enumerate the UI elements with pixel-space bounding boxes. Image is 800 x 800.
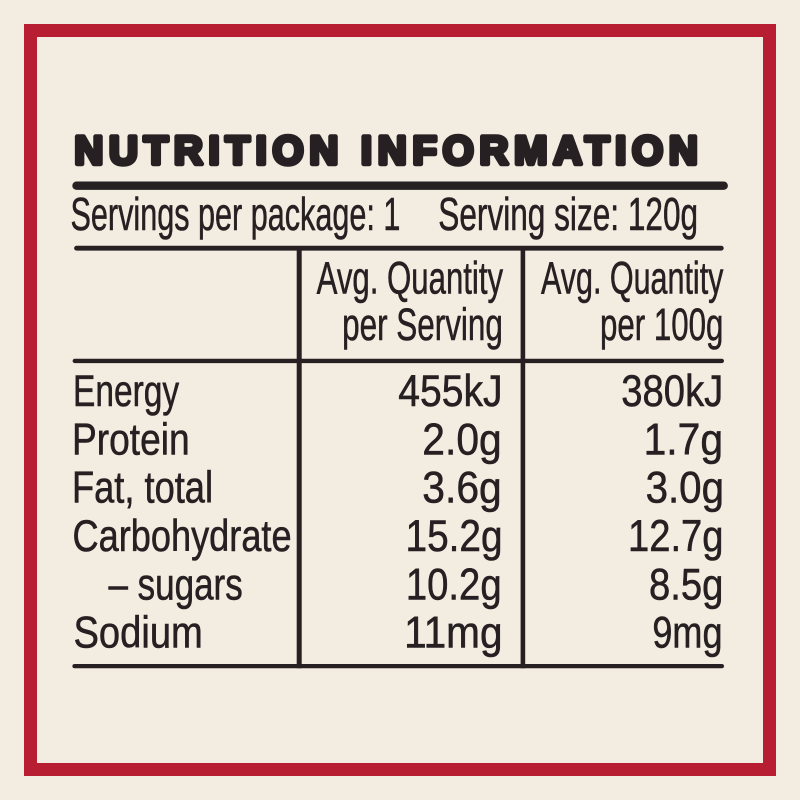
svg-text:Fat, total: Fat, total — [72, 464, 213, 513]
svg-text:12.7g: 12.7g — [628, 512, 724, 561]
svg-text:Serving size: 120g: Serving size: 120g — [438, 188, 698, 240]
svg-text:– sugars: – sugars — [109, 560, 243, 609]
svg-text:3.0g: 3.0g — [646, 464, 724, 513]
svg-text:Avg. Quantity: Avg. Quantity — [317, 253, 504, 304]
svg-text:8.5g: 8.5g — [649, 560, 723, 609]
svg-text:380kJ: 380kJ — [621, 367, 723, 416]
svg-text:10.2g: 10.2g — [406, 560, 502, 609]
svg-text:3.6g: 3.6g — [422, 464, 501, 513]
svg-text:Carbohydrate: Carbohydrate — [73, 512, 292, 561]
svg-text:455kJ: 455kJ — [398, 367, 502, 416]
svg-text:Energy: Energy — [73, 367, 180, 416]
svg-text:Servings per package: 1: Servings per package: 1 — [71, 188, 401, 240]
svg-text:2.0g: 2.0g — [422, 415, 501, 464]
svg-text:Protein: Protein — [72, 415, 190, 464]
svg-text:Sodium: Sodium — [74, 609, 203, 658]
svg-text:NUTRITION INFORMATION: NUTRITION INFORMATION — [74, 129, 697, 173]
svg-text:per 100g: per 100g — [600, 299, 723, 350]
svg-text:per Serving: per Serving — [342, 299, 503, 350]
svg-text:1.7g: 1.7g — [644, 415, 724, 464]
svg-text:15.2g: 15.2g — [406, 512, 503, 561]
svg-text:Avg. Quantity: Avg. Quantity — [541, 253, 724, 304]
svg-text:9mg: 9mg — [652, 609, 722, 658]
svg-text:11mg: 11mg — [404, 609, 502, 658]
